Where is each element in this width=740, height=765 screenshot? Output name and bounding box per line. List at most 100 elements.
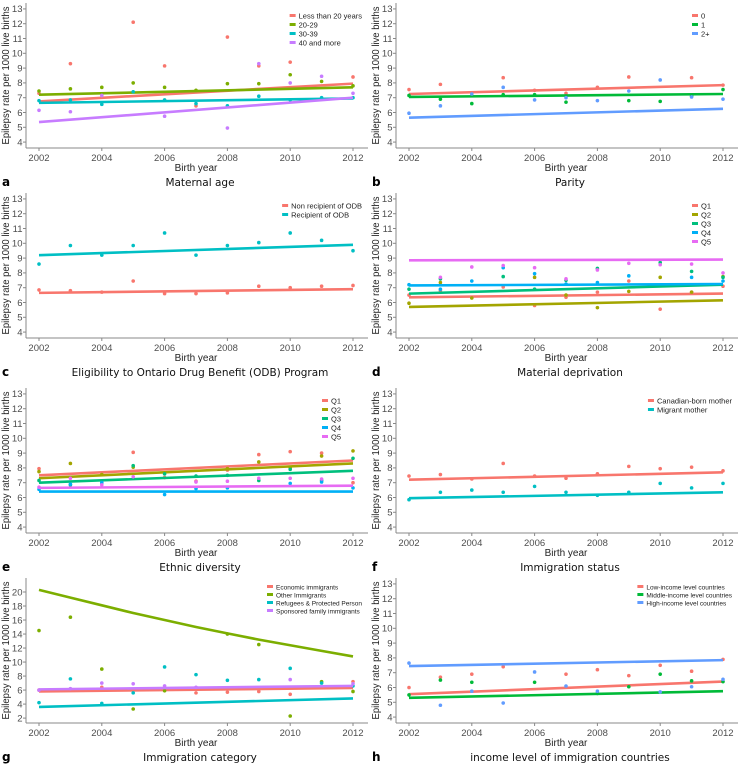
x-tick-label: 2004: [91, 538, 112, 549]
data-point: [627, 289, 631, 294]
x-tick-label: 2002: [28, 538, 49, 549]
chart-d: 4 5 6 7 8 9 10 11 12 13 2002 2004 2006 2008 2010 2012 Bi…: [371, 193, 738, 379]
x-tick-label: 2010: [650, 728, 671, 739]
data-point: [407, 87, 411, 92]
panel-letter: b: [372, 175, 381, 189]
series-q2: [407, 274, 725, 310]
y-tick-label: 4: [387, 522, 392, 533]
y-tick-label: 11: [383, 224, 393, 235]
data-point: [288, 467, 293, 472]
data-point: [37, 688, 41, 692]
data-point: [131, 450, 135, 455]
legend-swatch: [637, 585, 644, 588]
legend-label: Middle-income level countries: [646, 593, 732, 600]
series-migrant-mother: [407, 481, 725, 502]
panel-a: 4 5 6 7 8 9 10 11 12 13 2002 2004 2006 2008 2010 2012 Bi…: [0, 0, 370, 190]
legend-label: Refugees & Protected Person: [276, 601, 362, 608]
data-point: [501, 461, 505, 466]
x-tick-label: 2002: [398, 728, 419, 739]
y-tick-label: 12: [12, 209, 23, 220]
y-tick-label: 4: [387, 327, 392, 338]
x-tick-label: 2008: [217, 153, 238, 164]
legend-swatch: [637, 593, 644, 596]
data-point: [37, 98, 41, 103]
legend-label: Less than 20 years: [299, 12, 363, 21]
data-point: [658, 466, 662, 471]
panel-letter: h: [372, 750, 381, 764]
data-point: [68, 686, 73, 691]
y-axis-label: Epilepsy rate per 1000 live births: [371, 582, 382, 720]
x-tick-label: 2012: [712, 153, 733, 164]
x-tick-label: 2010: [280, 153, 301, 164]
data-point: [658, 307, 662, 311]
data-point: [351, 486, 355, 490]
y-tick-label: 7: [17, 283, 22, 294]
data-point: [658, 99, 662, 104]
x-tick-label: 2002: [398, 153, 419, 164]
data-point: [225, 473, 230, 478]
panel-title: Maternal age: [165, 177, 234, 189]
y-axis-label: Epilepsy rate per 1000 live births: [371, 392, 382, 530]
data-point: [438, 275, 443, 280]
data-point: [438, 104, 443, 108]
data-point: [351, 456, 355, 461]
data-point: [257, 476, 261, 481]
data-point: [532, 680, 537, 685]
data-point: [194, 253, 198, 257]
data-point: [564, 277, 568, 281]
panel-letter: a: [2, 175, 10, 189]
series-q5: [37, 474, 355, 490]
data-point: [658, 663, 662, 668]
x-tick-label: 2004: [91, 728, 112, 739]
legend-swatch: [289, 41, 296, 44]
data-point: [627, 75, 631, 79]
y-tick-label: 13: [12, 194, 23, 205]
legend-label: Q1: [701, 202, 711, 211]
y-tick-label: 7: [17, 93, 22, 104]
data-point: [225, 479, 230, 484]
series-recipient-of-odb: [37, 231, 355, 266]
data-point: [721, 87, 725, 92]
data-point: [162, 64, 167, 68]
data-point: [225, 35, 230, 39]
data-point: [100, 472, 104, 477]
data-point: [470, 279, 474, 283]
y-axis-label: Epilepsy rate per 1000 live births: [1, 582, 12, 720]
x-tick-label: 2004: [461, 153, 482, 164]
data-point: [351, 84, 355, 88]
y-tick-label: 2: [17, 713, 22, 724]
data-point: [532, 98, 537, 102]
legend-swatch: [692, 231, 698, 234]
data-point: [627, 490, 631, 495]
data-point: [225, 291, 230, 295]
data-point: [37, 466, 41, 471]
data-point: [131, 243, 135, 248]
y-tick-label: 9: [387, 63, 392, 74]
x-tick-label: 2008: [587, 153, 608, 164]
trend-line: [408, 298, 724, 309]
data-point: [595, 689, 600, 693]
data-point: [407, 93, 411, 98]
y-tick-label: 8: [387, 268, 392, 279]
data-point: [319, 451, 324, 455]
data-point: [532, 484, 537, 489]
data-point: [438, 82, 443, 87]
legend-label: Q5: [331, 433, 341, 442]
y-tick-label: 4: [17, 327, 22, 338]
data-point: [595, 280, 600, 285]
trend-line: [38, 459, 354, 477]
data-point: [37, 628, 41, 633]
y-tick-label: 11: [383, 609, 393, 620]
data-point: [407, 474, 411, 478]
x-tick-label: 2010: [280, 343, 301, 354]
y-axis-label: Epilepsy rate per 1000 live births: [371, 7, 382, 145]
legend-label: 1: [701, 21, 705, 30]
legend-label: Migrant mother: [657, 406, 708, 415]
x-axis-label: Birth year: [545, 548, 588, 559]
legend-label: 0: [701, 12, 705, 21]
data-point: [131, 681, 135, 686]
data-point: [470, 296, 474, 300]
x-tick-label: 2004: [91, 153, 112, 164]
trend-line: [408, 658, 724, 668]
